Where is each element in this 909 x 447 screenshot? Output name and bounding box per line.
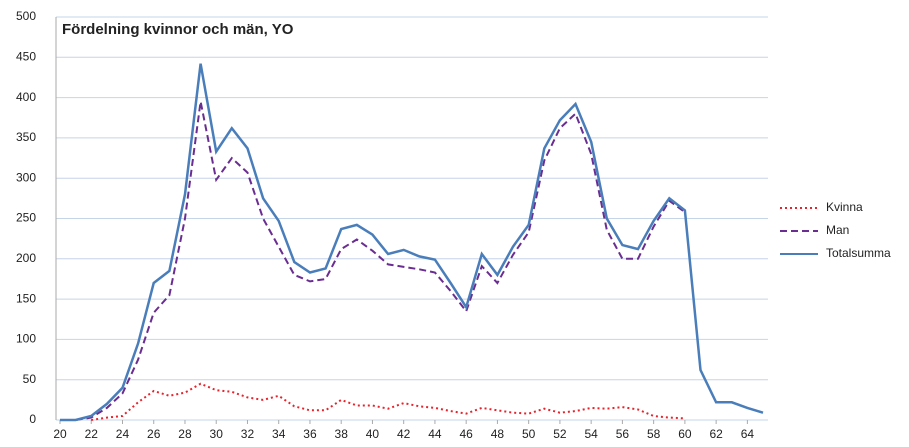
x-tick-label: 34 bbox=[272, 427, 286, 441]
legend-label: Kvinna bbox=[826, 200, 863, 214]
x-tick-label: 30 bbox=[210, 427, 224, 441]
legend-label: Totalsumma bbox=[826, 246, 891, 260]
y-tick-label: 300 bbox=[16, 170, 36, 184]
chart-title: Fördelning kvinnor och män, YO bbox=[62, 21, 294, 38]
x-tick-label: 32 bbox=[241, 427, 255, 441]
x-tick-label: 26 bbox=[147, 427, 161, 441]
y-tick-label: 450 bbox=[16, 49, 36, 63]
y-tick-label: 500 bbox=[16, 9, 36, 23]
y-tick-label: 250 bbox=[16, 211, 36, 225]
x-tick-label: 58 bbox=[647, 427, 661, 441]
x-tick-label: 38 bbox=[335, 427, 349, 441]
x-tick-label: 36 bbox=[303, 427, 317, 441]
y-tick-label: 350 bbox=[16, 130, 36, 144]
series-line bbox=[60, 63, 764, 422]
x-tick-label: 62 bbox=[709, 427, 723, 441]
y-tick-label: 150 bbox=[16, 291, 36, 305]
x-tick-label: 24 bbox=[116, 427, 130, 441]
x-tick-label: 20 bbox=[53, 427, 67, 441]
x-tick-label: 44 bbox=[428, 427, 442, 441]
x-tick-label: 46 bbox=[459, 427, 473, 441]
x-tick-label: 60 bbox=[678, 427, 692, 441]
x-tick-label: 52 bbox=[553, 427, 567, 441]
x-tick-label: 42 bbox=[397, 427, 411, 441]
y-tick-label: 0 bbox=[29, 412, 36, 426]
legend-label: Man bbox=[826, 223, 849, 237]
series-line bbox=[75, 101, 686, 421]
x-tick-label: 48 bbox=[491, 427, 505, 441]
x-tick-label: 50 bbox=[522, 427, 536, 441]
x-tick-label: 40 bbox=[366, 427, 380, 441]
x-tick-label: 56 bbox=[616, 427, 630, 441]
y-tick-label: 400 bbox=[16, 90, 36, 104]
y-tick-label: 100 bbox=[16, 332, 36, 346]
x-tick-label: 64 bbox=[741, 427, 755, 441]
x-tick-label: 28 bbox=[178, 427, 192, 441]
y-tick-label: 200 bbox=[16, 251, 36, 265]
y-tick-label: 50 bbox=[23, 372, 37, 386]
series-line bbox=[91, 382, 685, 421]
x-tick-label: 22 bbox=[85, 427, 99, 441]
x-tick-label: 54 bbox=[584, 427, 598, 441]
